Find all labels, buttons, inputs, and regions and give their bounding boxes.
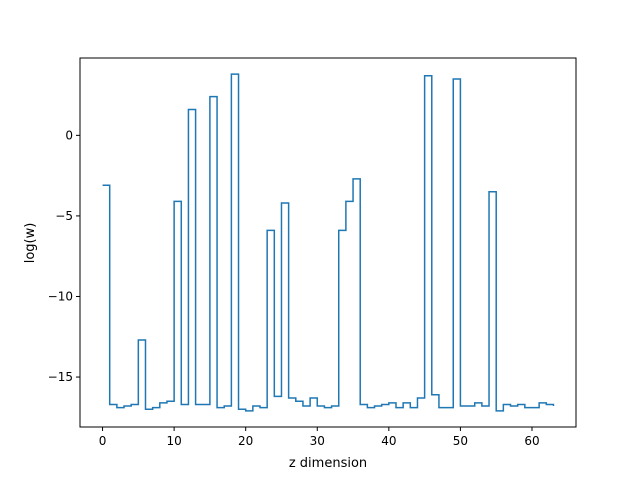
x-tick-label: 60 — [524, 434, 539, 448]
y-tick-label: −15 — [48, 370, 73, 384]
y-tick-label: −5 — [55, 209, 73, 223]
y-tick-label: −10 — [48, 289, 73, 303]
x-tick-label: 10 — [166, 434, 181, 448]
x-tick-label: 0 — [99, 434, 107, 448]
x-tick-label: 20 — [238, 434, 253, 448]
x-axis-ticks: 0 10 20 30 40 50 60 — [99, 427, 540, 448]
x-axis-label: z dimension — [289, 456, 367, 471]
x-tick-label: 50 — [453, 434, 468, 448]
y-tick-label: 0 — [65, 128, 73, 142]
y-axis-ticks: −15 −10 −5 0 — [48, 128, 80, 384]
plot-frame — [79, 57, 577, 428]
plot-area — [80, 58, 576, 427]
x-tick-label: 30 — [310, 434, 325, 448]
series-line-0 — [102, 73, 555, 412]
series-layer — [102, 73, 555, 412]
x-tick-label: 40 — [381, 434, 396, 448]
y-axis-label: log(w) — [23, 223, 38, 264]
